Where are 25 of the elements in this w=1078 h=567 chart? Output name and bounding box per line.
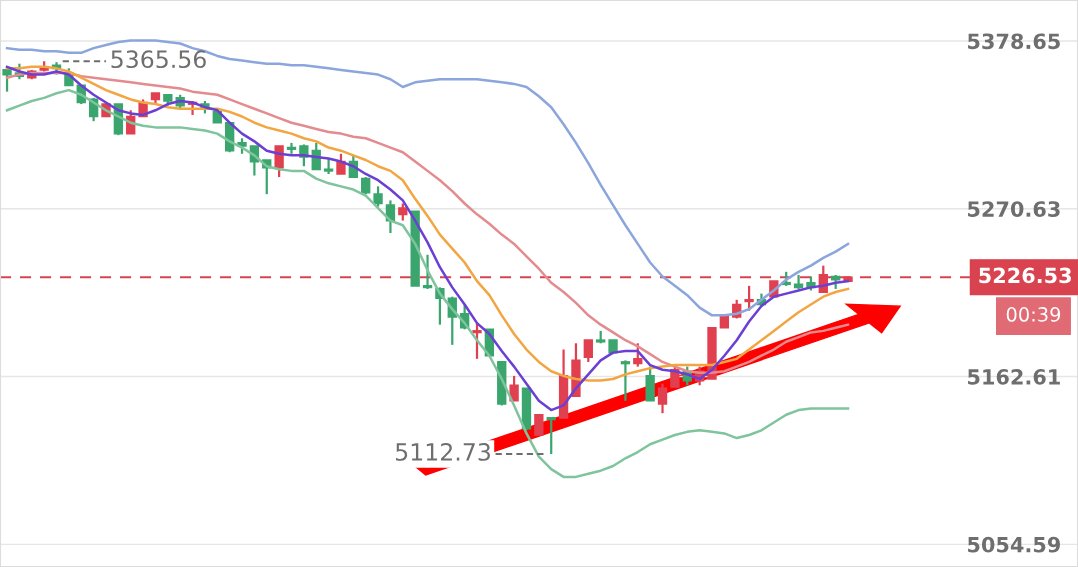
candlestick	[472, 322, 482, 360]
y-tick-label: 5054.59	[968, 536, 1060, 553]
annotation: 5112.73	[396, 443, 490, 461]
candlestick	[583, 339, 593, 364]
candlestick	[744, 284, 754, 312]
candlestick	[336, 152, 346, 176]
candlestick	[670, 365, 680, 388]
y-tick-label: 5378.65	[968, 33, 1060, 50]
candlestick	[620, 359, 631, 402]
candlestick	[534, 413, 544, 436]
candlestick	[373, 185, 383, 208]
ref-line-label: 5226.53	[979, 267, 1071, 284]
candlestick	[546, 416, 556, 456]
line-series	[5, 88, 850, 479]
candlestick	[422, 253, 433, 291]
line-series	[5, 39, 850, 317]
candlestick	[657, 382, 668, 415]
text: 00:39	[1006, 307, 1061, 322]
annotation: 5365.56	[111, 50, 206, 69]
y-tick-label: 5162.61	[968, 368, 1060, 385]
candlestick	[509, 374, 519, 402]
y-tick-label: 5270.63	[968, 201, 1060, 217]
candlestick	[274, 144, 284, 179]
candlestick	[286, 141, 297, 155]
candlestick	[633, 342, 643, 368]
